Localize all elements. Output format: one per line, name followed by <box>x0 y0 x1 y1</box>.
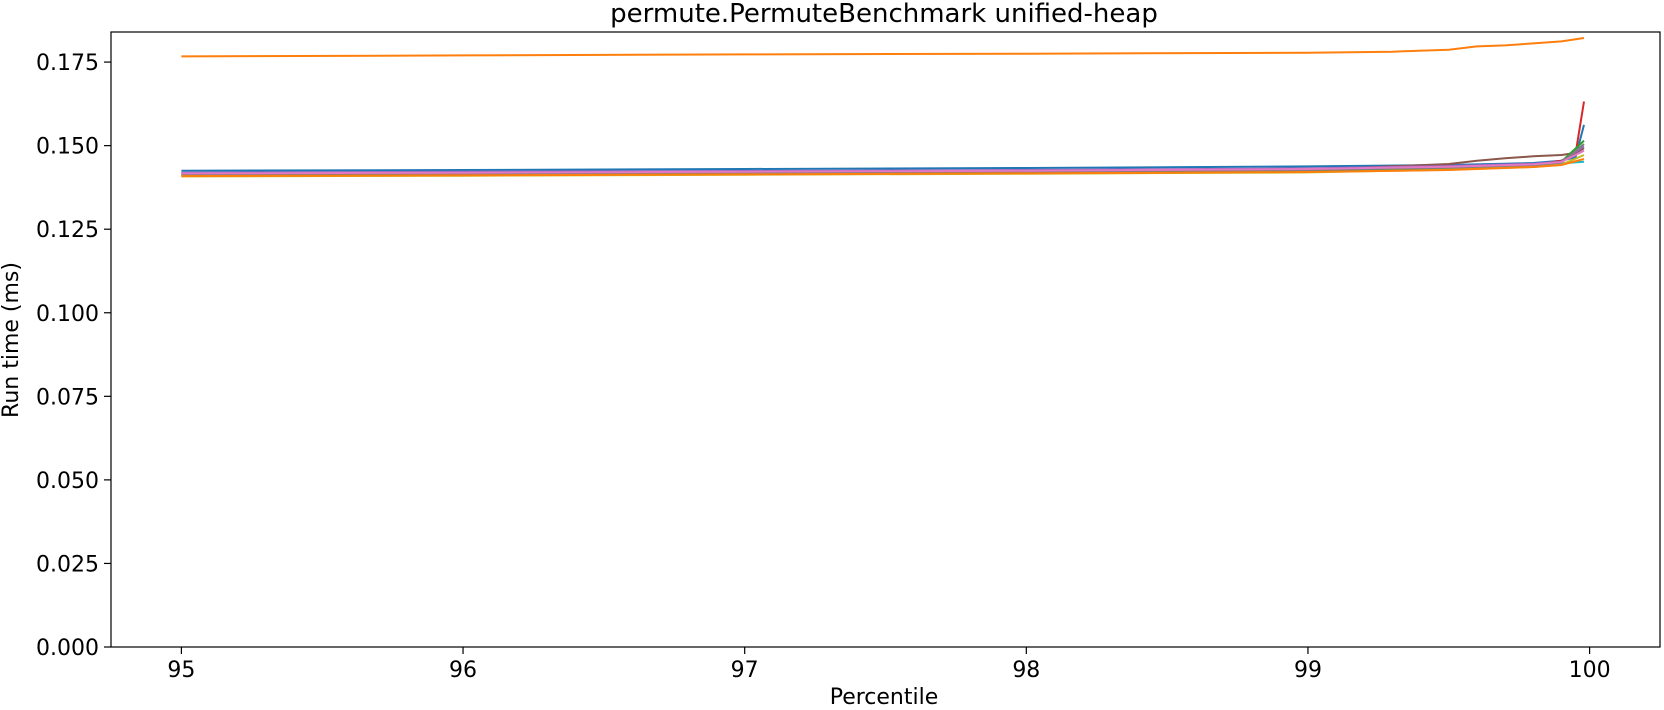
series-line-10 <box>181 149 1585 175</box>
x-tick-label: 98 <box>1012 658 1040 683</box>
y-axis: 0.000 0.025 0.050 0.075 0.100 0.125 0.150 0.175 <box>36 51 111 661</box>
series-line-1 <box>181 37 1585 58</box>
series-line-3 <box>181 101 1585 176</box>
y-tick-label: 0.150 <box>36 135 99 160</box>
series-line-2 <box>181 124 1585 172</box>
x-tick-label: 99 <box>1294 658 1322 683</box>
series-layer <box>181 37 1585 178</box>
y-tick-label: 0.100 <box>36 302 99 327</box>
y-tick-label: 0.075 <box>36 385 99 410</box>
y-tick-label: 0.000 <box>36 636 99 661</box>
chart-title: permute.PermuteBenchmark unified-heap <box>610 0 1158 29</box>
x-tick-label: 96 <box>449 658 477 683</box>
x-tick-label: 100 <box>1569 658 1611 683</box>
x-axis-label: Percentile <box>830 685 939 710</box>
y-tick-label: 0.125 <box>36 218 99 243</box>
x-tick-label: 97 <box>731 658 759 683</box>
x-axis: 95 96 97 98 99 100 <box>167 647 1611 683</box>
x-tick-label: 95 <box>167 658 195 683</box>
series-line-11 <box>181 158 1585 178</box>
y-tick-label: 0.025 <box>36 552 99 577</box>
y-axis-label: Run time (ms) <box>0 262 24 418</box>
y-tick-label: 0.050 <box>36 469 99 494</box>
y-tick-label: 0.175 <box>36 51 99 76</box>
plot-frame <box>110 31 1661 648</box>
